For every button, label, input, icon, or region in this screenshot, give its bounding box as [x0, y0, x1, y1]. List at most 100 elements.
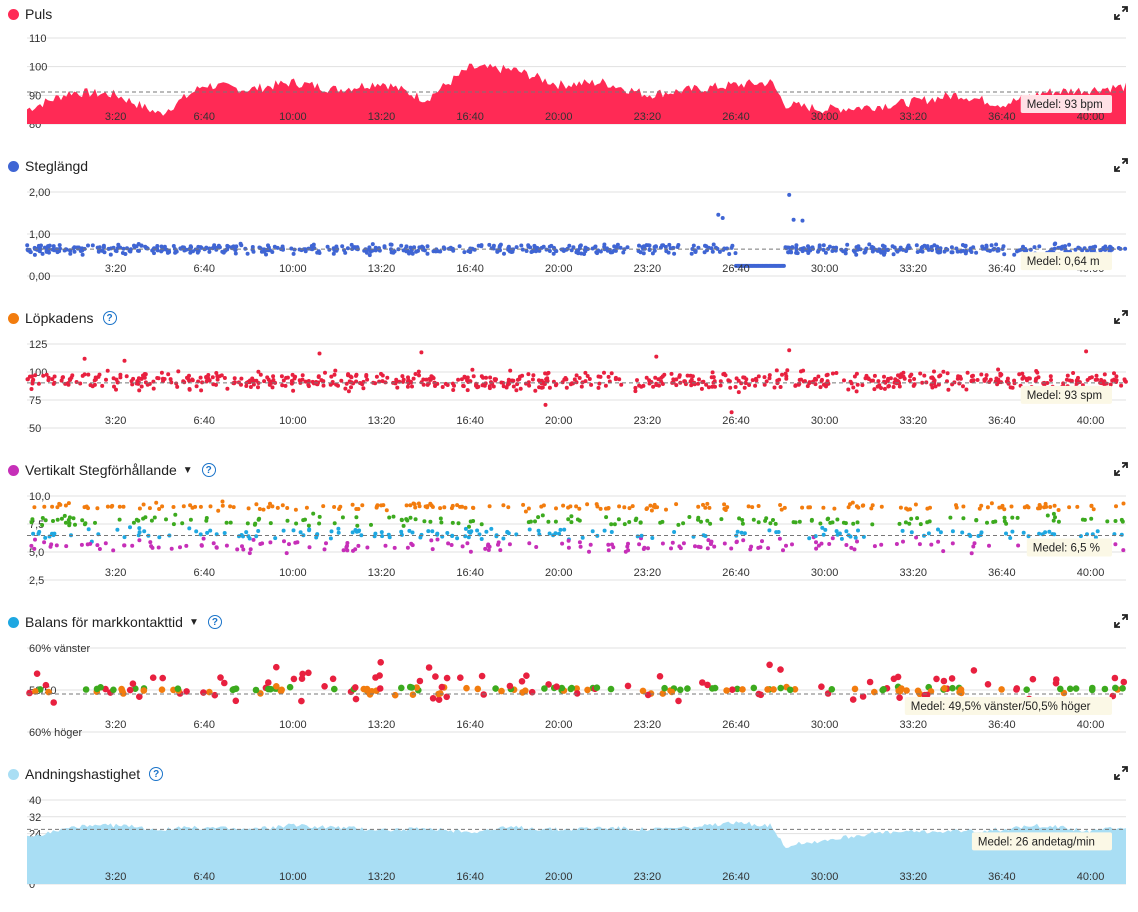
data-point — [211, 541, 216, 546]
data-point — [519, 243, 524, 248]
data-point — [489, 526, 494, 531]
data-point — [891, 252, 896, 257]
data-point — [239, 376, 244, 381]
data-point — [80, 518, 85, 523]
data-point — [50, 377, 55, 382]
help-icon[interactable]: ? — [207, 615, 222, 629]
data-point — [602, 528, 607, 533]
data-point — [764, 686, 771, 693]
data-point — [188, 244, 193, 249]
data-point — [820, 525, 825, 530]
data-point — [1038, 504, 1043, 509]
data-point — [777, 377, 782, 382]
mean-legend-label: Medel: 49,5% vänster/50,5% höger — [911, 701, 1091, 713]
data-point — [970, 374, 974, 379]
data-point — [292, 376, 297, 381]
data-point — [1112, 684, 1119, 692]
data-point — [634, 516, 639, 521]
data-point — [43, 518, 48, 523]
dropdown-caret-icon[interactable]: ▼ — [182, 464, 193, 476]
data-point — [1091, 245, 1095, 250]
data-point — [129, 680, 137, 687]
help-icon[interactable]: ? — [149, 767, 164, 781]
data-point — [945, 371, 950, 376]
data-point — [245, 251, 250, 256]
data-point — [265, 685, 272, 693]
data-point — [999, 505, 1004, 510]
data-point — [830, 371, 835, 376]
expand-icon[interactable] — [1114, 766, 1128, 780]
y-tick-label: 1,00 — [29, 229, 50, 241]
expand-icon[interactable] — [1114, 310, 1128, 324]
dropdown-caret-icon[interactable]: ▼ — [188, 616, 199, 628]
data-point — [979, 372, 984, 377]
chart-andning[interactable]: 40322416803:206:4010:0013:2016:4020:0023… — [0, 760, 1138, 912]
data-point — [131, 376, 136, 381]
data-point — [898, 505, 903, 510]
help-icon[interactable]: ? — [102, 311, 117, 325]
data-point — [206, 376, 210, 380]
x-tick-label: 36:40 — [988, 719, 1016, 731]
data-point — [768, 521, 773, 526]
data-point — [354, 373, 358, 378]
data-point — [784, 374, 789, 379]
data-point — [251, 537, 256, 542]
data-point — [332, 505, 337, 509]
x-tick-label: 13:20 — [368, 111, 396, 123]
data-point — [660, 519, 665, 524]
data-point — [194, 529, 199, 534]
data-point — [225, 386, 230, 391]
data-point — [191, 249, 195, 254]
data-point — [463, 505, 468, 510]
data-point — [1049, 378, 1053, 382]
expand-icon[interactable] — [1114, 6, 1128, 20]
data-point — [710, 370, 715, 375]
chart-vertikalt[interactable]: 10,07,55,02,53:20 6:40 10:00 13:20 16:40 20:0… — [0, 456, 1138, 608]
chart-steglangd[interactable]: 2,00 1,00 0,00 3:20 6:40 10:00 13:20 16:40 20:00… — [0, 152, 1138, 304]
data-point — [864, 246, 869, 251]
data-point — [705, 518, 710, 523]
data-point — [256, 529, 261, 533]
data-point — [173, 512, 178, 517]
data-point — [29, 543, 34, 548]
data-point — [1121, 548, 1126, 553]
data-point — [350, 530, 355, 535]
panel-steglangd: Steglängd 2,00 1,00 0,00 3:20 6:40 10:00 13:20 1… — [0, 152, 1138, 304]
data-point — [450, 520, 455, 525]
data-point — [42, 681, 50, 689]
data-point — [240, 544, 244, 549]
help-icon[interactable]: ? — [201, 463, 216, 477]
data-point — [174, 381, 179, 386]
data-point — [771, 518, 775, 522]
data-point — [343, 250, 348, 255]
data-point — [869, 506, 874, 511]
data-point — [756, 545, 761, 550]
data-point — [936, 539, 941, 544]
data-point — [845, 242, 850, 247]
data-point — [178, 545, 182, 550]
data-point — [64, 544, 69, 549]
data-point — [341, 548, 346, 553]
x-tick-label: 13:20 — [368, 871, 396, 883]
expand-icon[interactable] — [1114, 462, 1128, 476]
data-point — [471, 505, 475, 510]
data-point — [321, 383, 326, 388]
x-tick-label: 26:40 — [722, 111, 750, 123]
data-point — [232, 376, 237, 381]
data-point — [331, 685, 338, 693]
data-point — [329, 675, 337, 683]
data-point — [854, 371, 859, 376]
data-point — [764, 516, 769, 521]
data-point — [723, 373, 728, 378]
data-point — [890, 675, 898, 683]
data-point — [354, 515, 359, 520]
expand-icon[interactable] — [1114, 158, 1128, 172]
chart-balans[interactable]: 60% vänster50/5060% höger3:206:4010:0013… — [0, 608, 1138, 760]
data-point — [1015, 515, 1020, 520]
data-point — [750, 684, 758, 692]
data-point — [875, 248, 880, 253]
expand-icon[interactable] — [1114, 614, 1128, 628]
data-point — [508, 368, 513, 373]
